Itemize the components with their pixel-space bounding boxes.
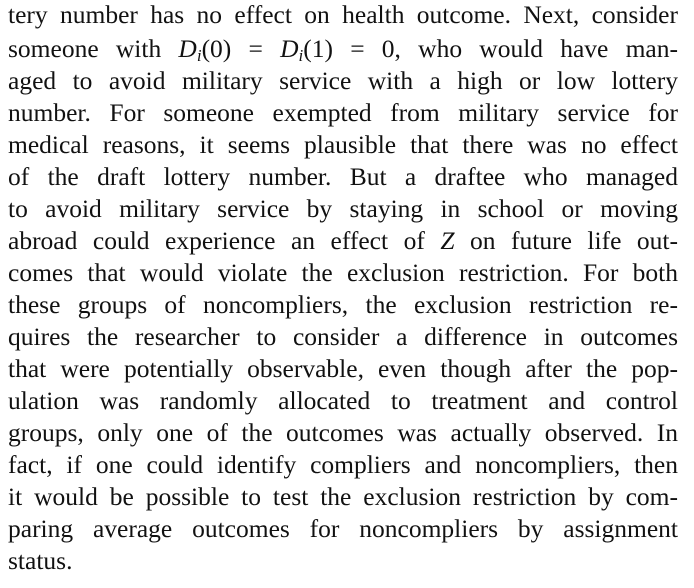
text-line-9: comes that would violate the exclusion r… (8, 258, 678, 287)
text-line-16: it would be possible to test the exclusi… (8, 482, 678, 511)
text-line-3: aged to avoid military service with a hi… (8, 66, 678, 95)
text-line-15: fact, if one could identify compliers an… (8, 450, 678, 479)
math-var-d-second: D (280, 34, 299, 63)
text-line-12: that were potentially observable, even t… (8, 354, 678, 383)
math-subscript-i: i (196, 46, 202, 65)
text-line-6: of the draft lottery number. But a draft… (8, 162, 678, 191)
text-line-1: tery number has no effect on health outc… (8, 0, 678, 29)
text-line-2: someone with Di(0) = Di(1) = 0, who woul… (8, 34, 678, 64)
text-line-13: ulation was randomly allocated to treatm… (8, 386, 678, 415)
text-line-17: paring average outcomes for noncompliers… (8, 514, 678, 543)
math-subscript-i-second: i (298, 46, 304, 65)
math-arg-one: (1) = 0, (303, 34, 401, 63)
inline-math-d-values: Di(0) = Di(1) = 0, (178, 34, 401, 65)
text-line-10: these groups of noncompliers, the exclus… (8, 290, 678, 319)
line-2-trail-text: who would have man- (400, 34, 678, 63)
text-line-14: groups, only one of the outcomes was act… (8, 418, 678, 447)
text-line-4: number. For someone exempted from milita… (8, 98, 678, 127)
line-2-lead-text: someone with (8, 34, 179, 63)
text-line-7: to avoid military service by staying in … (8, 194, 678, 223)
text-line-8: abroad could experience an effect of Z o… (8, 226, 678, 256)
text-line-18: status. (8, 546, 73, 575)
math-arg-zero: (0) = (201, 34, 281, 63)
line-8-lead-text: abroad could experience an effect of (8, 226, 441, 255)
line-8-trail-text: on future life out- (454, 226, 678, 255)
math-var-z: Z (440, 226, 455, 255)
text-line-5: medical reasons, it seems plausible that… (8, 130, 678, 159)
math-var-d: D (178, 34, 197, 63)
text-line-11: quires the researcher to consider a diff… (8, 322, 678, 351)
